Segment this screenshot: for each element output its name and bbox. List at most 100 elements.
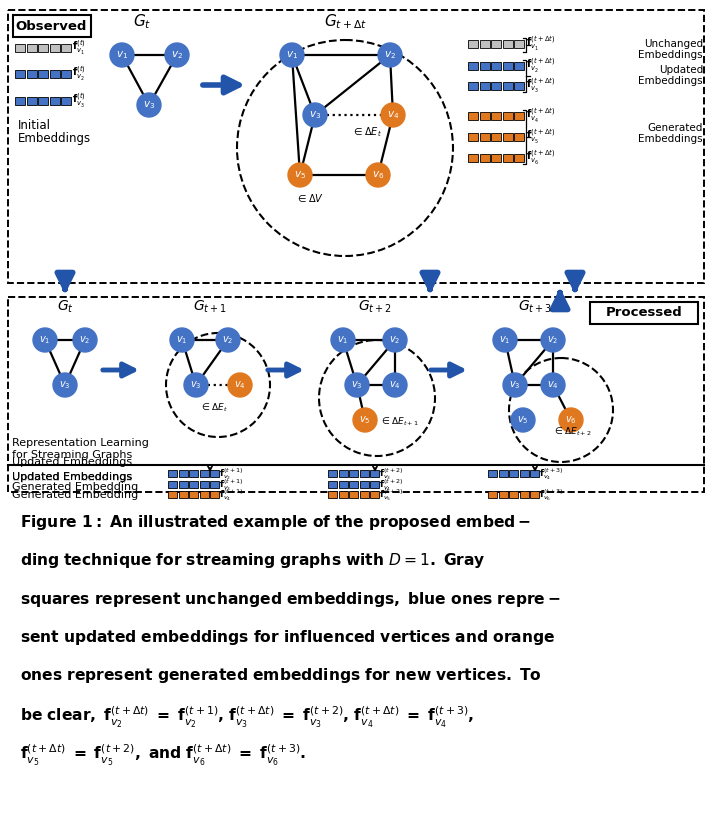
- Text: $\mathbf{f}^{(t+1)}_{v_4}$: $\mathbf{f}^{(t+1)}_{v_4}$: [219, 487, 244, 503]
- Bar: [210, 470, 219, 477]
- Bar: [179, 491, 187, 498]
- Text: $v_4$: $v_4$: [389, 379, 401, 391]
- Text: $v_6$: $v_6$: [372, 169, 384, 181]
- Bar: [38, 44, 48, 52]
- Text: $v_3$: $v_3$: [143, 99, 155, 111]
- Bar: [328, 491, 337, 498]
- Bar: [468, 154, 478, 162]
- Circle shape: [33, 328, 57, 352]
- Bar: [189, 491, 198, 498]
- Text: $\in \Delta E_t$: $\in \Delta E_t$: [200, 402, 228, 414]
- Text: Updated Embeddings: Updated Embeddings: [12, 473, 132, 483]
- Text: $\mathbf{f}^{(t)}_{v_1}$: $\mathbf{f}^{(t)}_{v_1}$: [72, 39, 85, 57]
- Bar: [199, 470, 209, 477]
- Bar: [491, 82, 501, 90]
- Bar: [479, 62, 490, 70]
- Text: $\mathbf{f}^{(t+\Delta t)}_{v_4}$: $\mathbf{f}^{(t+\Delta t)}_{v_4}$: [526, 107, 555, 125]
- Bar: [479, 82, 490, 90]
- Text: $v_4$: $v_4$: [387, 109, 399, 121]
- Text: $v_5$: $v_5$: [360, 414, 371, 426]
- Bar: [360, 481, 369, 488]
- Text: Updated Embeddings: Updated Embeddings: [12, 472, 132, 482]
- Bar: [488, 491, 497, 498]
- Text: $\mathbf{f}^{(t+\Delta t)}_{v_6}$: $\mathbf{f}^{(t+\Delta t)}_{v_6}$: [526, 149, 555, 167]
- Text: $v_3$: $v_3$: [509, 379, 520, 391]
- Bar: [179, 470, 187, 477]
- Bar: [514, 133, 524, 141]
- Circle shape: [541, 373, 565, 397]
- Text: $v_1$: $v_1$: [177, 334, 188, 346]
- Bar: [360, 491, 369, 498]
- Bar: [8, 10, 704, 283]
- Bar: [189, 481, 198, 488]
- Text: $\in \Delta V$: $\in \Delta V$: [296, 192, 324, 204]
- Text: $\mathbf{f}^{(t+2)}_{v_5}$: $\mathbf{f}^{(t+2)}_{v_5}$: [379, 487, 404, 503]
- Circle shape: [381, 103, 405, 127]
- Text: $G_{t+3}$: $G_{t+3}$: [518, 299, 552, 315]
- Text: $\in \Delta E_{t+1}$: $\in \Delta E_{t+1}$: [380, 416, 419, 428]
- Circle shape: [366, 163, 390, 187]
- Circle shape: [303, 103, 327, 127]
- Circle shape: [73, 328, 97, 352]
- Text: $v_4$: $v_4$: [547, 379, 559, 391]
- Bar: [520, 491, 528, 498]
- Text: Updated Embeddings: Updated Embeddings: [12, 457, 132, 467]
- Bar: [370, 470, 379, 477]
- Bar: [503, 82, 513, 90]
- Bar: [503, 112, 513, 120]
- Text: Updated Embeddings: Updated Embeddings: [12, 473, 132, 483]
- Bar: [349, 481, 358, 488]
- Circle shape: [110, 43, 134, 67]
- Text: $v_4$: $v_4$: [234, 379, 246, 391]
- Text: Unchanged: Unchanged: [644, 39, 703, 49]
- Bar: [26, 97, 36, 105]
- Text: Generated Embedding: Generated Embedding: [12, 490, 138, 500]
- Bar: [61, 97, 71, 105]
- Bar: [491, 154, 501, 162]
- Bar: [360, 470, 369, 477]
- Text: Updated Embeddings: Updated Embeddings: [12, 472, 132, 482]
- Bar: [530, 491, 539, 498]
- Bar: [491, 112, 501, 120]
- Circle shape: [165, 43, 189, 67]
- Bar: [168, 491, 177, 498]
- Bar: [13, 15, 91, 37]
- Text: Observed: Observed: [15, 19, 86, 33]
- Circle shape: [353, 408, 377, 432]
- Circle shape: [378, 43, 402, 67]
- Text: $\in \Delta E_t$: $\in \Delta E_t$: [352, 125, 382, 139]
- Circle shape: [383, 373, 407, 397]
- Circle shape: [137, 93, 161, 117]
- Text: $\mathbf{f}^{(t+\Delta t)}_{v_5}$ $\mathbf{=}$ $\mathbf{f}^{(t+2)}_{v_5}$$\mathb: $\mathbf{f}^{(t+\Delta t)}_{v_5}$ $\math…: [20, 743, 306, 768]
- Bar: [468, 82, 478, 90]
- Circle shape: [216, 328, 240, 352]
- Bar: [50, 97, 60, 105]
- Bar: [468, 40, 478, 48]
- Text: $\bf{ding~technique~for~streaming~graphs~with}$ $D = 1$$\bf{.~Gray}$: $\bf{ding~technique~for~streaming~graphs…: [20, 551, 486, 570]
- Circle shape: [503, 373, 527, 397]
- Text: Updated: Updated: [659, 65, 703, 75]
- Text: Generated: Generated: [648, 123, 703, 133]
- Circle shape: [53, 373, 77, 397]
- Bar: [509, 470, 518, 477]
- Text: $\mathbf{f}^{(t)}_{v_2}$: $\mathbf{f}^{(t)}_{v_2}$: [72, 65, 85, 83]
- Bar: [38, 97, 48, 105]
- Bar: [199, 491, 209, 498]
- Circle shape: [345, 373, 369, 397]
- Bar: [189, 470, 198, 477]
- Bar: [50, 70, 60, 78]
- Text: $\bf{be~clear,}$ $\mathbf{f}^{(t+\Delta t)}_{v_2}$ $\mathbf{=}$ $\mathbf{f}^{(t+: $\bf{be~clear,}$ $\mathbf{f}^{(t+\Delta …: [20, 705, 474, 730]
- Bar: [479, 40, 490, 48]
- Text: $v_2$: $v_2$: [548, 334, 559, 346]
- Text: $\bf{squares~represent~unchanged~embeddings,~blue~ones~repre-}$: $\bf{squares~represent~unchanged~embeddi…: [20, 590, 560, 609]
- Bar: [168, 470, 177, 477]
- Bar: [328, 481, 337, 488]
- Bar: [210, 491, 219, 498]
- Bar: [479, 112, 490, 120]
- Text: $v_6$: $v_6$: [565, 414, 577, 426]
- Text: Embeddings: Embeddings: [639, 134, 703, 144]
- Text: $v_1$: $v_1$: [286, 49, 298, 61]
- Text: $v_3$: $v_3$: [59, 379, 70, 391]
- Bar: [38, 70, 48, 78]
- Bar: [503, 133, 513, 141]
